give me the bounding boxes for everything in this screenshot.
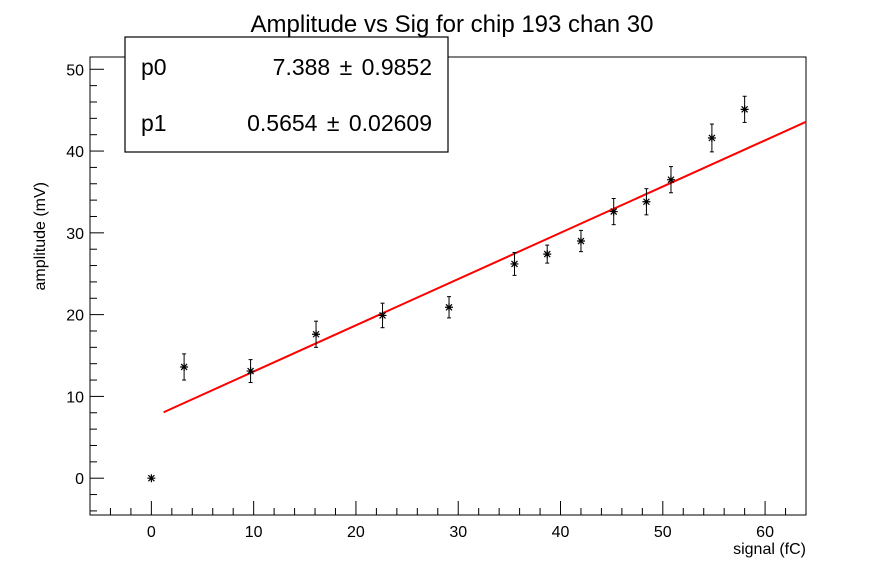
x-tick-label: 0 bbox=[147, 524, 156, 541]
stats-pm-symbol: ± bbox=[340, 54, 353, 80]
data-point bbox=[609, 197, 618, 226]
stats-pm-symbol: ± bbox=[327, 110, 340, 136]
stats-value: 7.388 bbox=[273, 54, 331, 80]
chart-title: Amplitude vs Sig for chip 193 chan 30 bbox=[251, 11, 654, 38]
x-tick-label: 10 bbox=[245, 524, 263, 541]
x-axis-label: signal (fC) bbox=[733, 541, 806, 558]
data-point bbox=[510, 251, 519, 276]
asterisk-marker bbox=[707, 133, 716, 142]
asterisk-marker bbox=[147, 474, 156, 483]
data-point bbox=[740, 95, 749, 123]
data-point bbox=[642, 188, 651, 216]
y-tick-label: 50 bbox=[66, 62, 84, 79]
data-point bbox=[312, 320, 321, 348]
x-tick-label: 30 bbox=[449, 524, 467, 541]
asterisk-marker bbox=[666, 175, 675, 184]
stats-error: 0.9852 bbox=[362, 54, 432, 80]
x-tick-label: 60 bbox=[756, 524, 774, 541]
y-tick-label: 0 bbox=[75, 471, 84, 488]
x-tick-label: 20 bbox=[347, 524, 365, 541]
asterisk-marker bbox=[740, 105, 749, 114]
asterisk-marker bbox=[378, 311, 387, 320]
asterisk-marker bbox=[609, 207, 618, 216]
asterisk-marker bbox=[312, 330, 321, 339]
data-point bbox=[707, 123, 716, 153]
y-tick-label: 40 bbox=[66, 144, 84, 161]
stats-box-frame bbox=[124, 36, 449, 153]
stats-box: p0 7.388 ± 0.9852 p1 0.5654 ± 0.02609 bbox=[124, 36, 449, 153]
y-tick-label: 10 bbox=[66, 389, 84, 406]
stats-param-name: p0 bbox=[141, 54, 167, 80]
y-tick-label: 20 bbox=[66, 308, 84, 325]
y-axis-label: amplitude (mV) bbox=[32, 182, 49, 290]
y-tick-label: 30 bbox=[66, 226, 84, 243]
x-tick-label: 50 bbox=[654, 524, 672, 541]
stats-error: 0.02609 bbox=[349, 110, 432, 136]
asterisk-marker bbox=[445, 303, 454, 312]
data-points bbox=[147, 95, 749, 483]
data-point bbox=[147, 474, 156, 483]
data-point bbox=[576, 229, 585, 253]
fit-line bbox=[163, 120, 807, 414]
asterisk-marker bbox=[576, 237, 585, 246]
asterisk-marker bbox=[246, 367, 255, 376]
asterisk-marker bbox=[510, 259, 519, 268]
asterisk-marker bbox=[543, 250, 552, 259]
data-point bbox=[246, 359, 255, 384]
fit-line-group bbox=[163, 120, 807, 414]
stats-param-name: p1 bbox=[141, 110, 167, 136]
stats-param-value: 7.388 ± 0.9852 bbox=[273, 54, 432, 80]
x-tick-label: 40 bbox=[552, 524, 570, 541]
data-point bbox=[666, 166, 675, 194]
stats-value: 0.5654 bbox=[247, 110, 318, 136]
data-point bbox=[378, 302, 387, 329]
data-point bbox=[445, 296, 454, 319]
stats-param-value: 0.5654 ± 0.02609 bbox=[247, 110, 432, 136]
asterisk-marker bbox=[642, 197, 651, 206]
data-point bbox=[543, 244, 552, 264]
data-point bbox=[180, 353, 189, 381]
asterisk-marker bbox=[180, 362, 189, 371]
axes: 0 10 20 30 40 50 60 0 10 20 30 40 50 bbox=[66, 62, 807, 541]
